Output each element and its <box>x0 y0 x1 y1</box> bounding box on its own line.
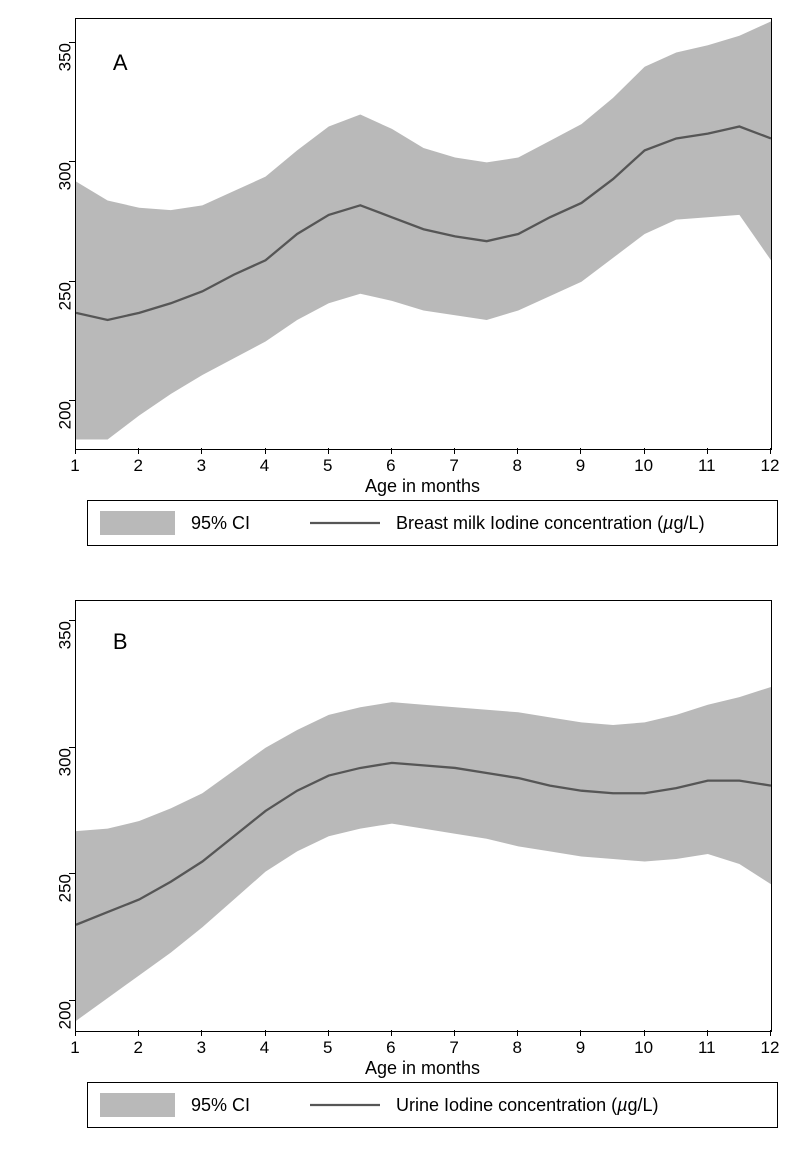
x-tick-label: 8 <box>507 456 527 476</box>
legend-line-label: Urine Iodine concentration (µg/L) <box>396 1095 659 1116</box>
x-tick <box>391 1030 392 1036</box>
x-tick-label: 10 <box>634 1038 654 1058</box>
y-tick-label: 200 <box>55 1001 75 1029</box>
x-tick-label: 2 <box>128 1038 148 1058</box>
x-tick-label: 9 <box>570 1038 590 1058</box>
x-tick-label: 6 <box>381 456 401 476</box>
plot-area-b <box>75 600 772 1032</box>
x-tick <box>75 1030 76 1036</box>
legend: 95% CI Breast milk Iodine concentration (… <box>87 500 778 546</box>
legend-ci-swatch <box>100 511 175 535</box>
x-tick-label: 4 <box>255 1038 275 1058</box>
x-tick <box>644 1030 645 1036</box>
x-tick <box>707 1030 708 1036</box>
x-tick <box>328 448 329 454</box>
legend-line-label: Breast milk Iodine concentration (µg/L) <box>396 513 705 534</box>
x-tick <box>391 448 392 454</box>
legend-ci-label: 95% CI <box>191 1095 250 1116</box>
legend: 95% CI Urine Iodine concentration (µg/L) <box>87 1082 778 1128</box>
x-axis-label: Age in months <box>75 1058 770 1079</box>
x-tick-label: 1 <box>65 1038 85 1058</box>
x-tick-label: 7 <box>444 456 464 476</box>
x-tick <box>454 448 455 454</box>
x-tick-label: 3 <box>191 456 211 476</box>
y-tick-label: 250 <box>55 874 75 902</box>
ci-band <box>76 687 771 1021</box>
x-tick <box>770 448 771 454</box>
x-tick <box>328 1030 329 1036</box>
x-tick <box>138 448 139 454</box>
x-tick-label: 10 <box>634 456 654 476</box>
figure-container: A123456789101112200250300350Age in month… <box>0 0 795 1161</box>
x-tick <box>644 448 645 454</box>
plot-area-a <box>75 18 772 450</box>
x-tick-label: 5 <box>318 456 338 476</box>
x-tick-label: 5 <box>318 1038 338 1058</box>
x-tick-label: 6 <box>381 1038 401 1058</box>
x-tick-label: 11 <box>697 456 717 476</box>
x-tick-label: 3 <box>191 1038 211 1058</box>
x-tick <box>770 1030 771 1036</box>
panel-letter: B <box>113 629 128 655</box>
x-axis-label: Age in months <box>75 476 770 497</box>
x-tick <box>454 1030 455 1036</box>
x-tick-label: 11 <box>697 1038 717 1058</box>
x-tick-label: 4 <box>255 456 275 476</box>
x-tick <box>201 448 202 454</box>
y-tick-label: 250 <box>55 282 75 310</box>
x-tick <box>517 448 518 454</box>
x-tick <box>707 448 708 454</box>
y-tick-label: 200 <box>55 401 75 429</box>
y-tick-label: 350 <box>55 621 75 649</box>
x-tick-label: 7 <box>444 1038 464 1058</box>
x-tick <box>265 448 266 454</box>
x-tick-label: 2 <box>128 456 148 476</box>
x-tick <box>580 448 581 454</box>
legend-line-swatch <box>310 513 380 533</box>
x-tick-label: 9 <box>570 456 590 476</box>
y-tick-label: 300 <box>55 748 75 776</box>
legend-line-swatch <box>310 1095 380 1115</box>
ci-band <box>76 21 771 439</box>
x-tick <box>138 1030 139 1036</box>
y-tick-label: 300 <box>55 162 75 190</box>
x-tick-label: 1 <box>65 456 85 476</box>
chart-svg <box>76 601 771 1031</box>
x-tick-label: 12 <box>760 456 780 476</box>
y-tick-label: 350 <box>55 43 75 71</box>
x-tick-label: 8 <box>507 1038 527 1058</box>
x-tick-label: 12 <box>760 1038 780 1058</box>
panel-letter: A <box>113 50 128 76</box>
legend-ci-swatch <box>100 1093 175 1117</box>
x-tick <box>517 1030 518 1036</box>
x-tick <box>75 448 76 454</box>
x-tick <box>580 1030 581 1036</box>
x-tick <box>201 1030 202 1036</box>
chart-svg <box>76 19 771 449</box>
x-tick <box>265 1030 266 1036</box>
legend-ci-label: 95% CI <box>191 513 250 534</box>
